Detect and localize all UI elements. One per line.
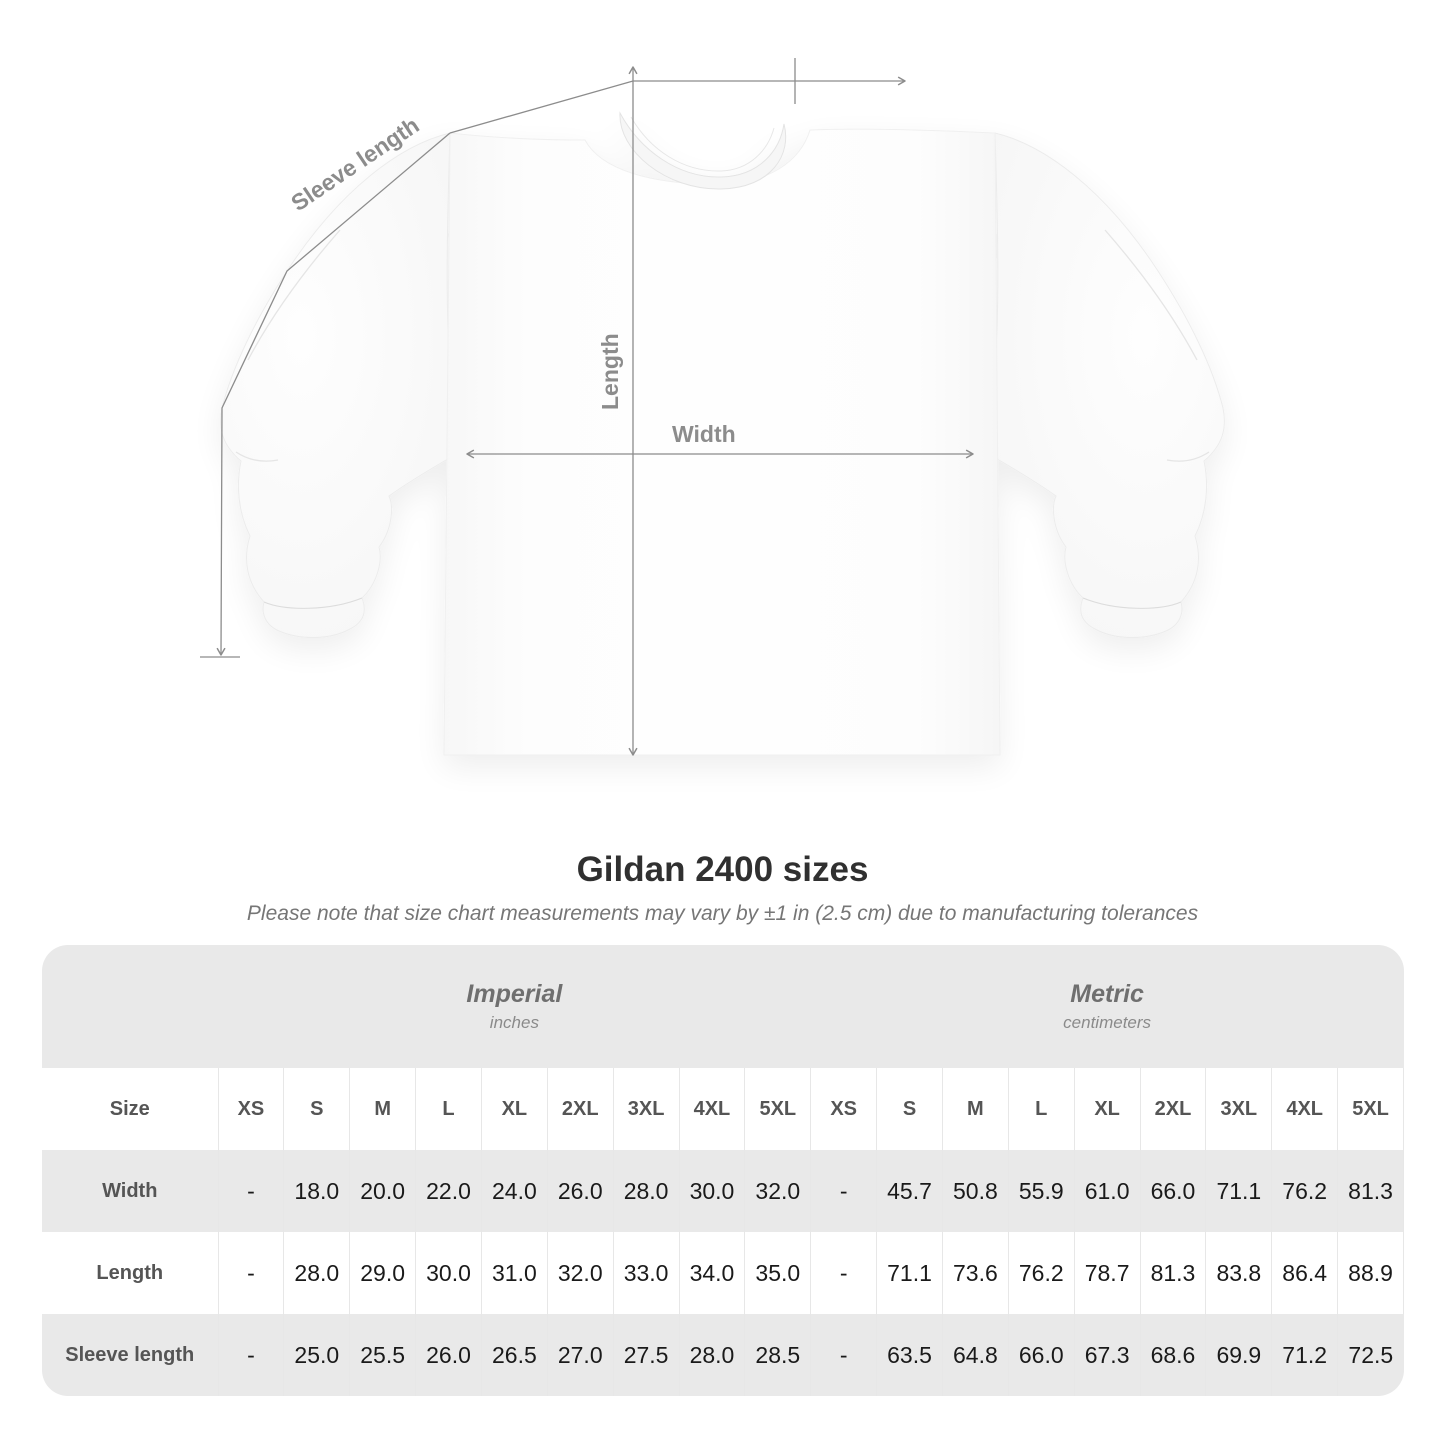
svg-text:Width: Width — [672, 421, 736, 447]
svg-text:Length: Length — [597, 333, 623, 410]
